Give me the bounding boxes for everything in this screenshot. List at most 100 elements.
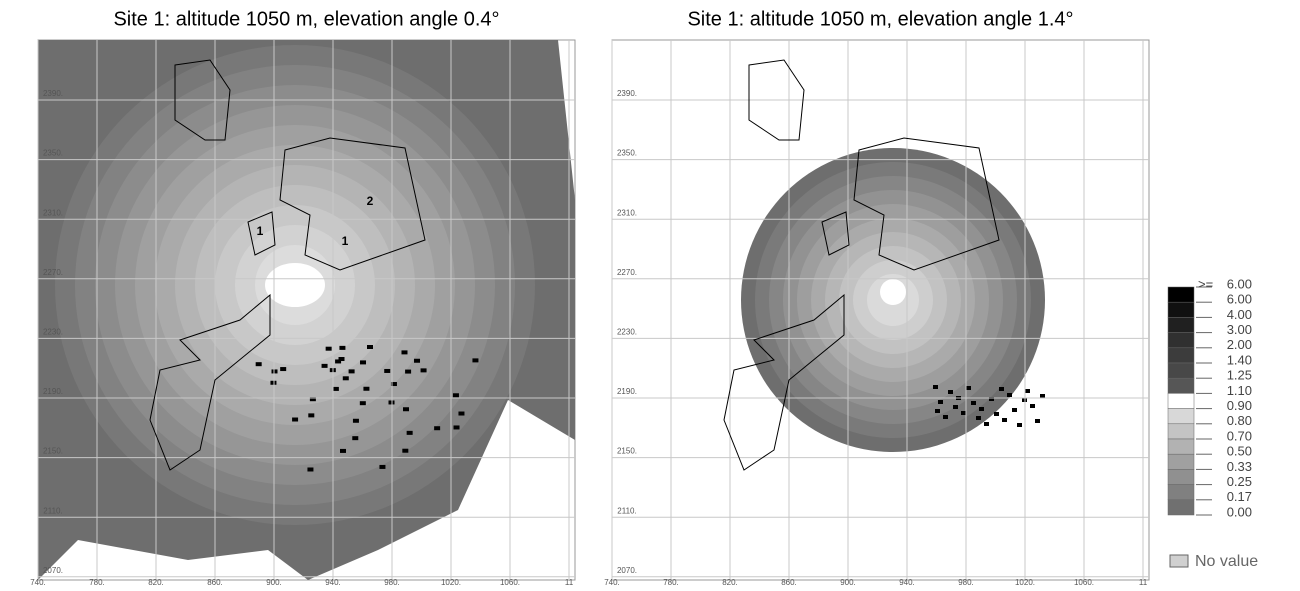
echo (454, 425, 460, 429)
legend-label: No value (1195, 553, 1258, 570)
echo (948, 390, 953, 394)
echo (353, 419, 359, 423)
legend-label: 0.90 (1227, 398, 1252, 413)
legend-swatch (1168, 485, 1194, 500)
legend-swatch (1168, 424, 1194, 439)
legend-swatch (1168, 378, 1194, 393)
echo (1030, 404, 1035, 408)
y-tick-label: 2350. (43, 149, 63, 158)
echo (935, 409, 940, 413)
legend-label: 1.40 (1227, 352, 1252, 367)
echo (984, 422, 989, 426)
y-tick-label: 2390. (43, 89, 63, 98)
echo (256, 362, 262, 366)
x-tick-label: 1060. (500, 578, 520, 586)
echo (335, 359, 341, 363)
legend-swatch (1170, 555, 1188, 567)
plot-title: Site 1: altitude 1050 m, elevation angle… (113, 8, 499, 30)
legend-swatch (1168, 500, 1194, 515)
x-tick-label: 820. (148, 578, 164, 586)
region-label: 1 (257, 224, 264, 238)
echo (1040, 394, 1045, 398)
echo (340, 449, 346, 453)
echo (367, 345, 373, 349)
legend-swatch (1168, 409, 1194, 424)
echo (407, 431, 413, 435)
y-tick-label: 2310. (617, 208, 637, 217)
y-tick-label: 2070. (617, 566, 637, 575)
echo (1035, 419, 1040, 423)
x-tick-label: 11 (565, 578, 574, 586)
echo (979, 407, 984, 411)
legend-label: 1.25 (1227, 368, 1252, 383)
legend-swatch (1168, 302, 1194, 317)
echo (933, 385, 938, 389)
x-tick-label: 820. (722, 578, 738, 586)
echo (384, 369, 390, 373)
y-tick-label: 2270. (43, 268, 63, 277)
echo (1017, 423, 1022, 427)
legend-label: 6.00 (1227, 292, 1252, 307)
plot-title: Site 1: altitude 1050 m, elevation angle… (687, 8, 1073, 30)
legend-label: 0.33 (1227, 459, 1252, 474)
x-tick-label: 940. (899, 578, 915, 586)
echo (308, 413, 314, 417)
legend-swatch (1168, 348, 1194, 363)
x-tick-label: 980. (384, 578, 400, 586)
echo (994, 412, 999, 416)
x-tick-label: 900. (840, 578, 856, 586)
legend-swatch (1168, 439, 1194, 454)
legend-label: 2.00 (1227, 337, 1252, 352)
echo (292, 418, 298, 422)
legend: >=6.006.004.003.002.001.401.251.100.900.… (1168, 276, 1258, 570)
region-label: 1 (342, 234, 349, 248)
echo (1025, 389, 1030, 393)
echo (272, 369, 278, 373)
echo (453, 393, 459, 397)
y-tick-label: 2230. (617, 328, 637, 337)
x-tick-label: 780. (89, 578, 105, 586)
x-tick-label: 940. (325, 578, 341, 586)
echo (307, 467, 313, 471)
legend-label: 0.00 (1227, 504, 1252, 519)
y-tick-label: 2230. (43, 328, 63, 337)
echo (472, 358, 478, 362)
legend-swatch (1168, 393, 1194, 408)
x-tick-label: 740. (30, 578, 46, 586)
echo (971, 401, 976, 405)
y-tick-label: 2110. (617, 506, 636, 515)
x-tick-label: 1020. (1015, 578, 1035, 586)
echo (976, 416, 981, 420)
panel: 740.780.820.860.900.940.980.1020.1060.11… (604, 8, 1149, 586)
legend-label: 0.25 (1227, 474, 1252, 489)
echo (1012, 408, 1017, 412)
echo (379, 465, 385, 469)
y-tick-label: 2190. (617, 387, 637, 396)
echo (339, 346, 345, 350)
echo (363, 387, 369, 391)
legend-label: 3.00 (1227, 322, 1252, 337)
x-tick-label: 980. (958, 578, 974, 586)
echo (953, 405, 958, 409)
legend-label: 1.10 (1227, 383, 1252, 398)
y-tick-label: 2150. (43, 447, 63, 456)
radar-image (741, 148, 1045, 452)
legend-swatch (1168, 317, 1194, 332)
x-tick-label: 860. (207, 578, 223, 586)
legend-swatch (1168, 363, 1194, 378)
echo (360, 360, 366, 364)
x-tick-label: 11 (1139, 578, 1148, 586)
legend-label: 0.50 (1227, 444, 1252, 459)
panel: 740.780.820.860.900.940.980.1020.1060.11… (30, 8, 575, 586)
y-tick-label: 2310. (43, 208, 63, 217)
echo (421, 368, 427, 372)
legend-swatch (1168, 333, 1194, 348)
echo (405, 370, 411, 374)
x-tick-label: 900. (266, 578, 282, 586)
y-tick-label: 2190. (43, 387, 63, 396)
echo (434, 426, 440, 430)
legend-swatch (1168, 287, 1194, 302)
echo (280, 367, 286, 371)
x-tick-label: 1020. (441, 578, 461, 586)
y-tick-label: 2390. (617, 89, 637, 98)
